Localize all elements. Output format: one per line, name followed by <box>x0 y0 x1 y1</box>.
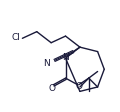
Text: N: N <box>62 53 69 62</box>
Text: O: O <box>76 82 83 92</box>
Text: N: N <box>43 59 50 68</box>
Text: O: O <box>48 84 55 93</box>
Text: Cl: Cl <box>11 33 20 42</box>
